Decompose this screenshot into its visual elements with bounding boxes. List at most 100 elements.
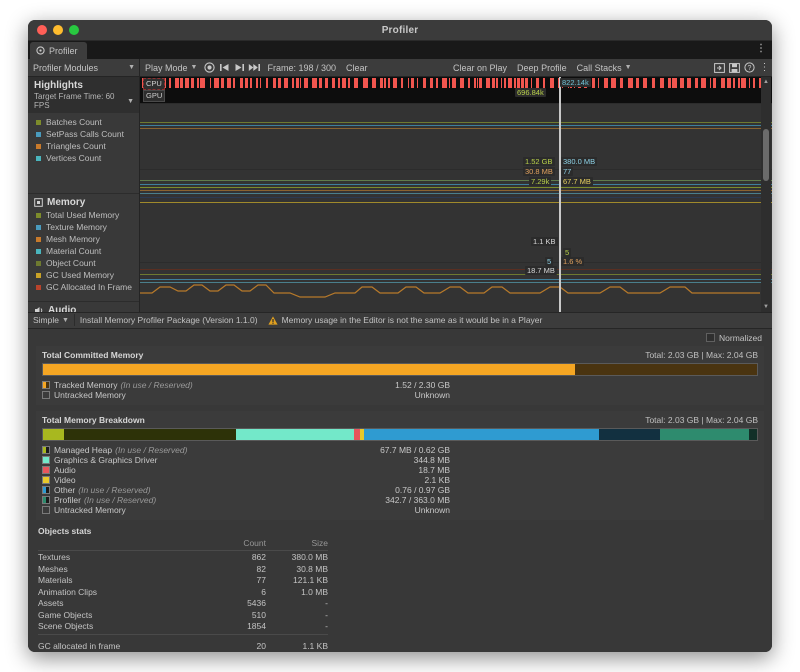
module-counter-row[interactable]: Object Count (28, 257, 139, 269)
chart-value-label: 77 (561, 167, 574, 176)
bar-segment-tracked-reserved[interactable] (574, 363, 757, 375)
legend-label: Managed Heap (54, 444, 113, 455)
module-counter-row[interactable]: Triangles Count (28, 140, 139, 152)
module-counter-row[interactable]: Material Count (28, 245, 139, 257)
chart-memory-lines[interactable] (140, 170, 772, 263)
minimize-button[interactable] (53, 25, 63, 35)
chart-highlights-lines[interactable] (140, 104, 772, 170)
gc-allocated-row: GC allocated in frame 20 1.1 KB (38, 641, 328, 653)
bar-segment-tracked-in-use[interactable] (43, 363, 575, 375)
legend-row[interactable]: Untracked Memory Unknown (42, 390, 758, 400)
legend-label: Audio (54, 464, 76, 475)
play-mode-dropdown[interactable]: Play Mode ▼ (140, 59, 202, 76)
divider (73, 314, 75, 326)
legend-row[interactable]: Managed Heap (In use / Reserved) 67.7 MB /… (42, 445, 758, 455)
bar-segment-managed-heap-reserved[interactable] (64, 428, 236, 440)
frame-playhead[interactable] (559, 77, 561, 312)
table-row[interactable]: Meshes 82 30.8 MB (38, 564, 328, 576)
legend-row[interactable]: Graphics & Graphics Driver 344.8 MB (42, 455, 758, 465)
module-counter-row[interactable]: Batches Count (28, 116, 139, 128)
target-frame-time-dropdown[interactable]: Target Frame Time: 60 FPS ▼ (28, 92, 139, 113)
install-memory-profiler-button[interactable]: Install Memory Profiler Package (Version… (75, 313, 263, 328)
legend-row[interactable]: Other (In use / Reserved) 0.76 / 0.97 GB (42, 485, 758, 495)
kebab-menu-icon[interactable]: ⋮ (756, 43, 766, 54)
table-row[interactable]: Assets 5436 - (38, 598, 328, 610)
module-memory-header[interactable]: Memory (28, 194, 139, 209)
cpu-spike-row[interactable]: CPU (140, 77, 772, 90)
breakdown-memory-bar[interactable] (42, 427, 758, 441)
cpu-spike (185, 78, 189, 88)
module-counter-row[interactable]: Total Used Memory (28, 209, 139, 221)
save-icon[interactable] (727, 61, 742, 75)
help-icon[interactable]: ? (742, 61, 757, 75)
profiler-charts[interactable]: CPU GPU (140, 77, 772, 312)
maximize-button[interactable] (69, 25, 79, 35)
tab-profiler[interactable]: Profiler (30, 42, 87, 59)
color-swatch (36, 236, 41, 242)
table-row[interactable]: Materials 77 121.1 KB (38, 575, 328, 587)
legend-row[interactable]: Untracked Memory Unknown (42, 505, 758, 515)
table-row[interactable]: Animation Clips 6 1.0 MB (38, 587, 328, 599)
legend-row[interactable]: Profiler (In use / Reserved) 342.7 / 363.0… (42, 495, 758, 505)
profiler-modules-dropdown[interactable]: Profiler Modules ▼ (28, 59, 140, 76)
series-line (140, 274, 772, 275)
module-highlights-header[interactable]: Highlights (28, 77, 139, 92)
cpu-spike (525, 78, 528, 88)
bar-segment-other-in-use[interactable] (363, 428, 600, 440)
normalized-checkbox[interactable] (706, 333, 715, 342)
legend-label: Profiler (54, 494, 81, 505)
module-audio-header[interactable]: Audio (28, 302, 139, 312)
legend-label: Untracked Memory (54, 389, 126, 400)
committed-title: Total Committed Memory (42, 349, 144, 360)
deep-profile-button[interactable]: Deep Profile (512, 59, 572, 76)
clear-button[interactable]: Clear (341, 59, 373, 76)
chart-value-label: 7.29k (529, 177, 552, 186)
bar-segment-profiler-in-use[interactable] (659, 428, 750, 440)
scroll-up-icon[interactable]: ▲ (763, 79, 769, 85)
chart-value-label: 1.1 KB (531, 237, 558, 246)
bar-segment-graphics[interactable] (235, 428, 354, 440)
chart-highlights[interactable]: CPU GPU (140, 77, 772, 104)
call-stacks-dropdown[interactable]: Call Stacks ▼ (572, 59, 637, 76)
cpu-spike (401, 78, 403, 88)
bar-segment-profiler-reserved[interactable] (749, 428, 757, 440)
record-icon[interactable] (202, 61, 217, 75)
audio-icon (35, 307, 43, 312)
bar-segment-other-reserved[interactable] (599, 428, 660, 440)
committed-memory-bar[interactable] (42, 362, 758, 376)
kebab-menu-icon[interactable]: ⋮ (759, 61, 770, 73)
charts-scrollbar[interactable]: ▲ ▼ (761, 77, 771, 312)
memory-subtoolbar: Simple ▼ Install Memory Profiler Package… (28, 311, 772, 329)
chart-value-label: 18.7 MB (525, 266, 557, 275)
module-counter-row[interactable]: Mesh Memory (28, 233, 139, 245)
module-counter-row[interactable]: GC Used Memory (28, 269, 139, 281)
clear-on-play-button[interactable]: Clear on Play (448, 59, 512, 76)
module-counter-row[interactable]: GC Allocated In Frame (28, 281, 139, 293)
bar-segment-managed-heap-in-use[interactable] (43, 428, 65, 440)
module-counter-row[interactable]: Texture Memory (28, 221, 139, 233)
last-frame-icon[interactable] (247, 61, 262, 75)
view-mode-dropdown[interactable]: Simple ▼ (28, 313, 74, 328)
module-counter-row[interactable]: SetPass Calls Count (28, 128, 139, 140)
legend-row[interactable]: Tracked Memory (In use / Reserved) 1.52 … (42, 380, 758, 390)
cpu-spike (191, 78, 194, 88)
chart-audio-lines[interactable] (140, 263, 772, 312)
gpu-spike-row[interactable]: GPU (140, 89, 772, 102)
legend-row[interactable]: Audio 18.7 MB (42, 465, 758, 475)
previous-frame-icon[interactable] (217, 61, 232, 75)
table-row[interactable]: Textures 862 380.0 MB (38, 552, 328, 564)
bar-segment-audio[interactable] (353, 428, 360, 440)
table-row[interactable]: Scene Objects 1854 - (38, 621, 328, 633)
window-controls[interactable] (28, 25, 79, 35)
close-button[interactable] (37, 25, 47, 35)
next-frame-icon[interactable] (232, 61, 247, 75)
table-row[interactable]: Game Objects 510 - (38, 610, 328, 622)
module-counter-row[interactable]: Vertices Count (28, 152, 139, 164)
legend-row[interactable]: Video 2.1 KB (42, 475, 758, 485)
scrollbar-thumb[interactable] (763, 129, 769, 181)
normalized-toggle[interactable]: Normalized (36, 333, 764, 343)
bar-segment-video[interactable] (359, 428, 364, 440)
load-icon[interactable] (712, 61, 727, 75)
legend-swatch (42, 475, 50, 484)
scroll-down-icon[interactable]: ▼ (763, 303, 769, 310)
